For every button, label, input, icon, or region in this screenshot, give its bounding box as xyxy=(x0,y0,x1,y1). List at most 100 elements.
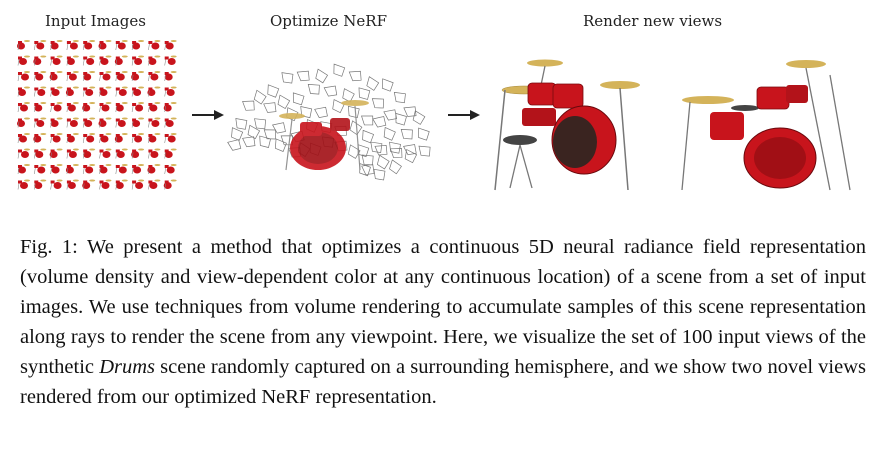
camera-frustum-icon xyxy=(361,164,375,175)
input-thumbnail xyxy=(34,164,47,175)
input-thumbnail xyxy=(34,40,47,51)
input-thumbnail xyxy=(65,86,79,97)
input-thumbnail xyxy=(17,71,30,82)
input-thumbnail xyxy=(131,40,145,51)
input-thumbnail xyxy=(66,179,79,190)
input-thumbnail xyxy=(66,71,79,82)
camera-frustum-icon xyxy=(349,120,363,136)
input-thumbnail xyxy=(50,86,63,97)
input-thumbnail xyxy=(66,40,79,51)
input-thumbnail xyxy=(66,133,79,144)
input-thumbnail xyxy=(17,55,30,66)
camera-hemisphere xyxy=(227,63,431,181)
input-thumbnail xyxy=(82,40,96,51)
input-thumbnail xyxy=(50,40,63,51)
input-thumbnail xyxy=(82,55,96,66)
input-thumbnail xyxy=(17,102,30,113)
camera-frustum-icon xyxy=(272,122,286,134)
input-thumbnail xyxy=(99,71,112,82)
input-thumbnail xyxy=(82,86,96,97)
camera-frustum-icon xyxy=(389,148,403,159)
camera-frustum-icon xyxy=(263,129,276,140)
input-thumbnail xyxy=(147,164,161,175)
camera-frustum-icon xyxy=(412,110,426,125)
input-thumbnail xyxy=(148,117,161,128)
input-thumbnail xyxy=(34,117,47,128)
input-thumbnail xyxy=(131,179,145,190)
input-thumbnail xyxy=(131,133,145,144)
input-thumbnail xyxy=(148,133,161,144)
input-thumbnail xyxy=(164,71,177,82)
render-new-views-label: Render new views xyxy=(583,12,723,30)
camera-frustum-icon xyxy=(383,126,396,141)
input-thumbnail xyxy=(99,102,112,113)
caption-text-2: scene randomly captured on a surrounding… xyxy=(20,356,867,408)
input-thumbnail xyxy=(17,164,30,175)
camera-frustum-icon xyxy=(332,99,345,114)
camera-frustum-icon xyxy=(347,105,360,119)
rendered-view-2 xyxy=(681,60,851,191)
input-thumbnail xyxy=(148,148,161,159)
nerf-drum-preview xyxy=(279,100,369,171)
input-thumbnail xyxy=(98,117,112,128)
camera-frustum-icon xyxy=(281,72,294,84)
input-thumbnail xyxy=(33,133,47,144)
camera-frustum-icon xyxy=(381,78,394,92)
input-thumbnail xyxy=(17,117,30,128)
camera-frustum-icon xyxy=(366,76,380,91)
input-thumbnail xyxy=(164,55,177,66)
input-thumbnail xyxy=(131,102,145,113)
camera-frustum-icon xyxy=(235,118,248,130)
input-thumbnail xyxy=(65,164,79,175)
input-thumbnail xyxy=(17,40,30,51)
input-thumbnail xyxy=(99,55,112,66)
camera-frustum-icon xyxy=(348,70,362,82)
input-thumbnail xyxy=(82,117,96,128)
camera-frustum-icon xyxy=(403,106,417,117)
camera-frustum-icon xyxy=(418,145,431,157)
input-thumbnail xyxy=(99,179,112,190)
input-thumbnail xyxy=(82,133,96,144)
camera-frustum-icon xyxy=(404,148,418,164)
camera-frustum-icon xyxy=(315,68,329,84)
input-thumbnail xyxy=(33,55,47,66)
camera-frustum-icon xyxy=(300,106,313,119)
scene-name: Drums xyxy=(99,356,156,378)
input-thumbnail xyxy=(34,86,47,97)
camera-frustum-icon xyxy=(370,141,383,153)
input-images-label: Input Images xyxy=(45,12,146,30)
camera-frustum-icon xyxy=(227,139,242,151)
input-thumbnail xyxy=(50,133,63,144)
camera-frustum-icon xyxy=(400,128,413,140)
input-thumbnail xyxy=(17,86,30,97)
input-thumbnail xyxy=(98,40,112,51)
input-thumbnail xyxy=(82,164,96,175)
figure-number: Fig. 1: xyxy=(20,236,78,258)
input-thumbnail xyxy=(82,71,96,82)
camera-frustum-icon xyxy=(296,70,310,82)
camera-frustum-icon xyxy=(395,112,407,126)
input-thumbnail xyxy=(114,55,128,66)
input-thumbnail xyxy=(164,117,177,128)
input-thumbnail xyxy=(164,133,177,144)
camera-frustum-icon xyxy=(374,145,388,156)
input-thumbnail xyxy=(17,133,30,144)
input-thumbnail xyxy=(148,71,161,82)
camera-frustum-icon xyxy=(371,98,384,109)
input-thumbnail xyxy=(82,102,96,113)
input-thumbnail xyxy=(66,148,79,159)
camera-frustum-icon xyxy=(362,129,375,144)
input-thumbnail xyxy=(148,55,161,66)
input-thumbnail xyxy=(99,148,112,159)
input-thumbnail xyxy=(164,148,177,159)
camera-frustum-icon xyxy=(292,92,305,106)
arrow-right-icon xyxy=(192,110,224,120)
input-thumbnail xyxy=(50,55,63,66)
camera-frustum-icon xyxy=(277,94,291,110)
camera-frustum-icon xyxy=(347,144,361,159)
camera-frustum-icon xyxy=(333,63,346,77)
input-thumbnail xyxy=(164,40,177,51)
input-thumbnail xyxy=(66,117,79,128)
input-thumbnail xyxy=(50,179,63,190)
input-thumbnail xyxy=(115,164,128,175)
